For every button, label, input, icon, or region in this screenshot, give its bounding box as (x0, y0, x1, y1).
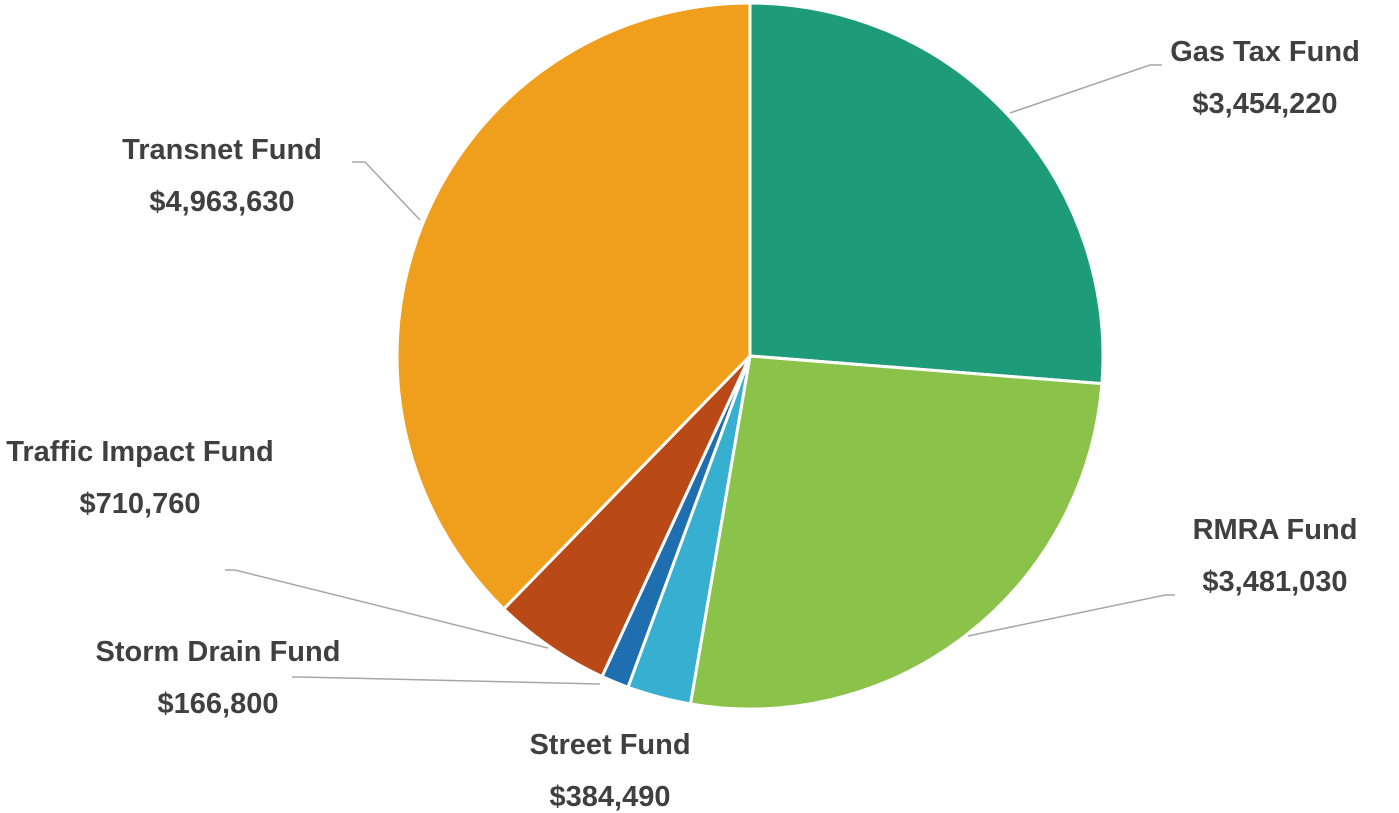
label-name: Street Fund (529, 729, 691, 761)
label-name: RMRA Fund (1192, 514, 1358, 546)
data-label: Traffic Impact Fund $710,760 (5, 426, 275, 530)
data-label: Transnet Fund $4,963,630 (62, 124, 382, 228)
leader-line (1009, 64, 1162, 114)
leader-line (292, 676, 601, 685)
label-value: $166,800 (157, 688, 279, 720)
pie-slice (395, 1, 752, 612)
data-label: Storm Drain Fund $166,800 (93, 626, 343, 730)
label-name: Storm Drain Fund (95, 636, 341, 668)
label-name: Gas Tax Fund (1170, 36, 1360, 68)
label-value: $4,963,630 (149, 186, 295, 218)
data-label: Street Fund $384,490 (460, 719, 760, 813)
label-name: Transnet Fund (122, 134, 322, 166)
leader-line (967, 594, 1175, 637)
label-name: Traffic Impact Fund (6, 436, 274, 468)
data-label: Gas Tax Fund $3,454,220 (1115, 26, 1399, 130)
pie-slice (748, 1, 1105, 386)
pie-slice (688, 354, 1104, 711)
leader-line (225, 569, 549, 649)
label-value: $710,760 (79, 488, 201, 520)
label-value: $384,490 (549, 781, 671, 813)
leader-line (352, 161, 421, 221)
label-value: $3,454,220 (1192, 88, 1338, 120)
label-value: $3,481,030 (1202, 566, 1348, 598)
data-label: RMRA Fund $3,481,030 (1125, 504, 1399, 608)
